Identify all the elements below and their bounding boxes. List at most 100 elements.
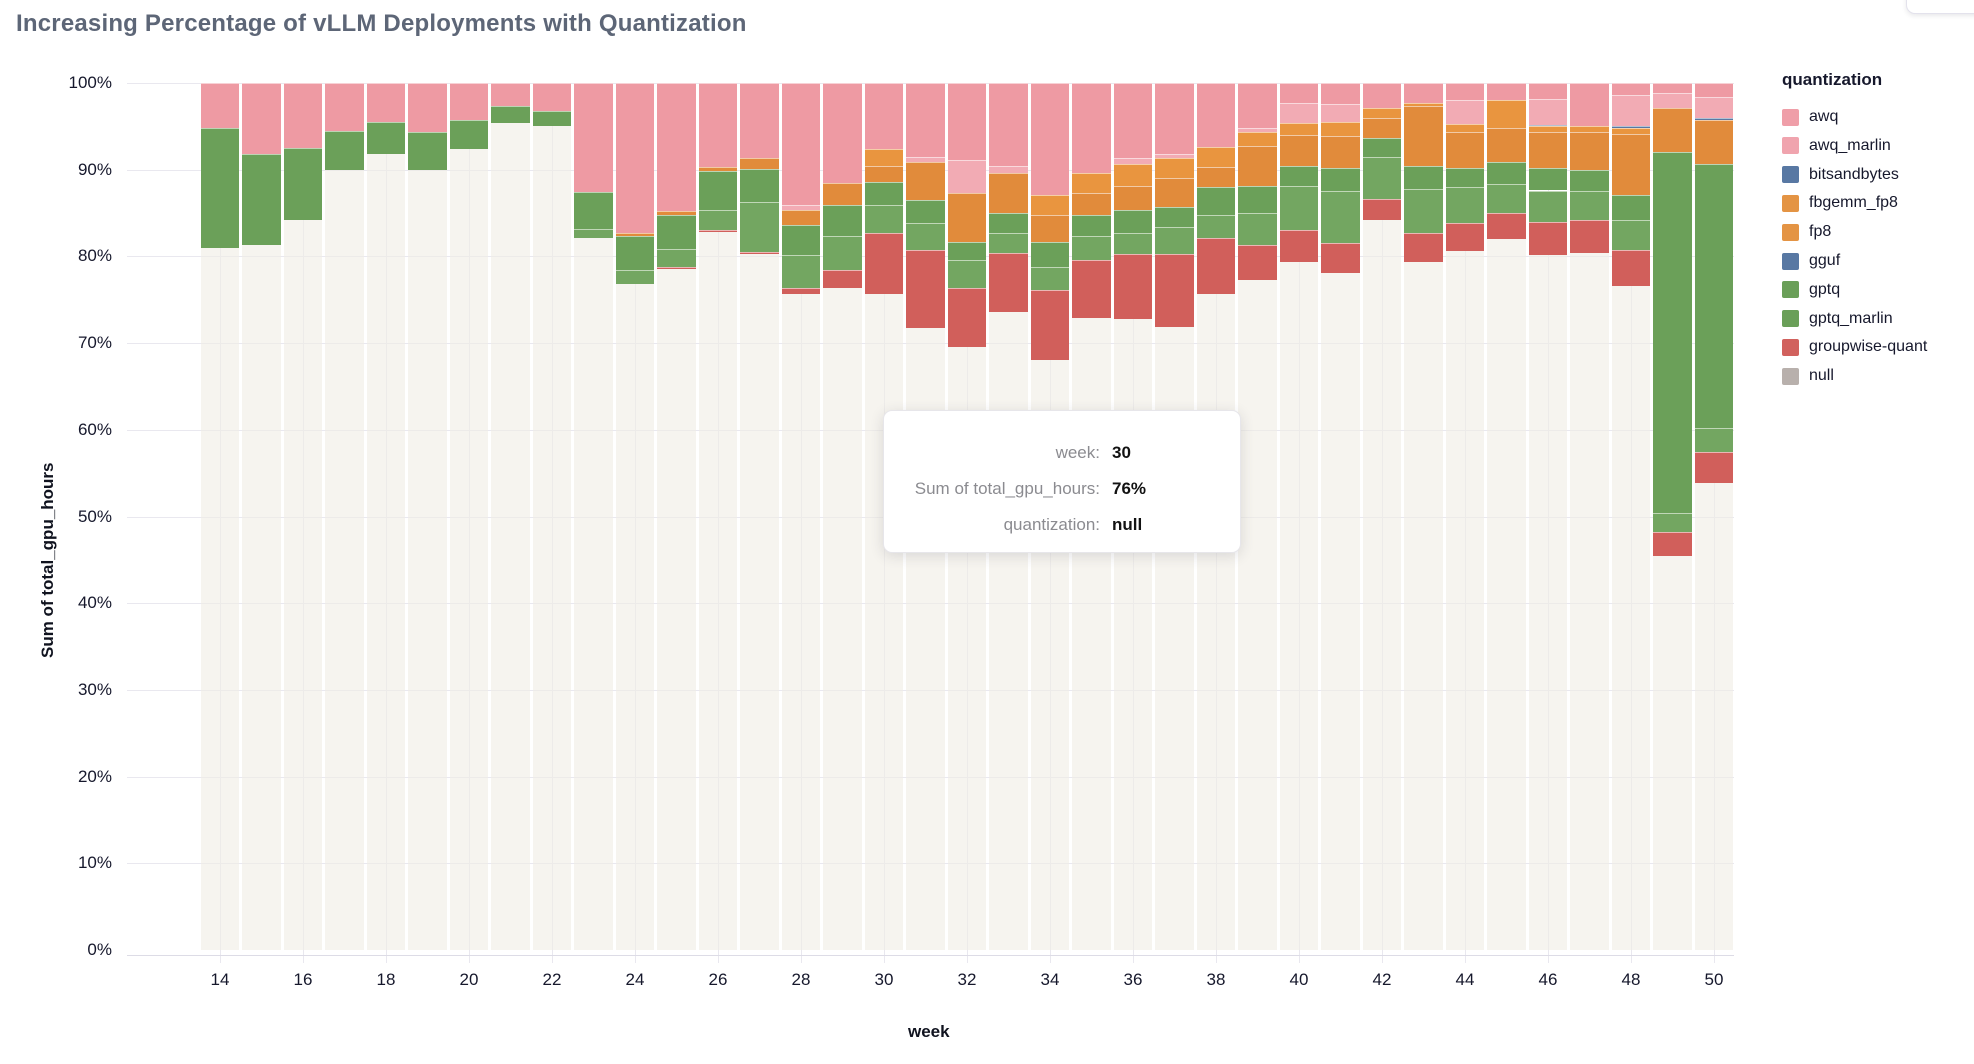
bar-segment-week48-awq[interactable] <box>1611 83 1651 96</box>
bar-segment-week22-awq[interactable] <box>532 83 572 111</box>
bar-segment-week40-null[interactable] <box>1279 262 1319 950</box>
bar-segment-week50-gptq[interactable] <box>1694 163 1734 429</box>
bar-segment-week25-gptq_marlin[interactable] <box>657 248 696 267</box>
bar-segment-week43-null[interactable] <box>1404 262 1443 950</box>
bar-segment-week37-fp8[interactable] <box>1155 178 1194 207</box>
bar-segment-week37-gptq_marlin[interactable] <box>1155 226 1194 254</box>
bar-segment-week50-null[interactable] <box>1694 482 1734 950</box>
bar-segment-week27-awq[interactable] <box>740 83 779 158</box>
bar-segment-week41-awq_marlin[interactable] <box>1321 103 1360 122</box>
bar-segment-week49-null[interactable] <box>1653 556 1692 950</box>
bar-segment-week29-gptq_marlin[interactable] <box>823 236 862 271</box>
bar-segment-week39-awq[interactable] <box>1238 83 1277 129</box>
bar-segment-week34-fbgemm_fp8[interactable] <box>1030 194 1070 215</box>
bar-segment-week19-awq[interactable] <box>408 83 447 132</box>
bar-segment-week28-null[interactable] <box>781 293 821 950</box>
bar-segment-week19-null[interactable] <box>408 169 447 950</box>
bar-segment-week46-groupwise-quant[interactable] <box>1528 221 1568 255</box>
bar-segment-week14-awq[interactable] <box>200 83 240 129</box>
bar-segment-week41-gptq[interactable] <box>1321 167 1360 192</box>
bar-segment-week23-null[interactable] <box>574 238 613 950</box>
bar-segment-week36-awq[interactable] <box>1113 83 1153 159</box>
bar-segment-week44-awq_marlin[interactable] <box>1445 100 1485 124</box>
legend-item-bitsandbytes[interactable]: bitsandbytes <box>1782 166 1899 184</box>
bar-segment-week43-gptq_marlin[interactable] <box>1404 188 1443 233</box>
bar-segment-week24-awq[interactable] <box>615 83 655 233</box>
bar-segment-week46-null[interactable] <box>1528 254 1568 950</box>
bar-segment-week30-groupwise-quant[interactable] <box>864 232 904 294</box>
bar-segment-week32-groupwise-quant[interactable] <box>947 288 987 348</box>
bar-segment-week41-null[interactable] <box>1321 272 1360 950</box>
bar-segment-week26-fp8[interactable] <box>698 167 738 171</box>
bar-segment-week27-gptq_marlin[interactable] <box>740 201 779 253</box>
bar-segment-week37-awq[interactable] <box>1155 83 1194 155</box>
bar-segment-week36-awq_marlin[interactable] <box>1113 158 1153 164</box>
bar-segment-week26-gptq_marlin[interactable] <box>698 209 738 231</box>
bar-segment-week25-null[interactable] <box>657 269 696 950</box>
bar-segment-week25-groupwise-quant[interactable] <box>657 266 696 270</box>
bar-segment-week35-fbgemm_fp8[interactable] <box>1072 173 1111 194</box>
bar-segment-week39-gptq_marlin[interactable] <box>1238 213 1277 246</box>
bar-segment-week38-fbgemm_fp8[interactable] <box>1196 147 1236 168</box>
bar-segment-week32-fp8[interactable] <box>947 193 987 242</box>
bar-segment-week47-gptq[interactable] <box>1570 169 1609 192</box>
bar-segment-week47-null[interactable] <box>1570 252 1609 950</box>
bar-segment-week32-awq[interactable] <box>947 83 987 161</box>
bar-segment-week17-null[interactable] <box>325 169 364 950</box>
bar-segment-week21-null[interactable] <box>491 122 530 950</box>
bar-segment-week29-groupwise-quant[interactable] <box>823 270 862 288</box>
bar-segment-week38-awq[interactable] <box>1196 83 1236 148</box>
bar-segment-week18-gptq[interactable] <box>366 122 406 155</box>
bar-segment-week35-gptq_marlin[interactable] <box>1072 236 1111 260</box>
bar-segment-week14-gptq[interactable] <box>200 128 240 248</box>
bar-segment-week32-gptq[interactable] <box>947 241 987 260</box>
bar-segment-week50-bitsandbytes[interactable] <box>1694 117 1734 121</box>
bar-segment-week47-awq[interactable] <box>1570 83 1609 127</box>
bar-segment-week21-gptq[interactable] <box>491 106 530 123</box>
bar-segment-week23-awq[interactable] <box>574 83 613 193</box>
bar-segment-week31-gptq_marlin[interactable] <box>906 223 945 251</box>
bar-segment-week30-gptq[interactable] <box>864 181 904 206</box>
bar-segment-week48-gptq[interactable] <box>1611 194 1651 220</box>
bar-segment-week35-fp8[interactable] <box>1072 193 1111 215</box>
bar-segment-week32-awq_marlin[interactable] <box>947 160 987 194</box>
bar-segment-week48-awq_marlin[interactable] <box>1611 95 1651 127</box>
legend-item-awq_marlin[interactable]: awq_marlin <box>1782 137 1891 155</box>
bar-segment-week35-awq[interactable] <box>1072 83 1111 174</box>
bar-segment-week46-gptq[interactable] <box>1528 167 1568 191</box>
bar-segment-week47-fbgemm_fp8[interactable] <box>1570 126 1609 132</box>
bar-segment-week39-gptq[interactable] <box>1238 186 1277 214</box>
bar-segment-week40-fp8[interactable] <box>1279 135 1319 167</box>
bar-segment-week49-awq[interactable] <box>1653 83 1692 94</box>
bar-segment-week48-null[interactable] <box>1611 285 1651 950</box>
bar-segment-week29-awq[interactable] <box>823 83 862 183</box>
bar-segment-week28-awq_marlin[interactable] <box>781 205 821 211</box>
bar-segment-week48-groupwise-quant[interactable] <box>1611 250 1651 286</box>
bar-segment-week28-gptq[interactable] <box>781 225 821 255</box>
bar-segment-week48-gptq_marlin[interactable] <box>1611 219 1651 251</box>
bar-segment-week41-gptq_marlin[interactable] <box>1321 191 1360 243</box>
legend-item-awq[interactable]: awq <box>1782 108 1838 126</box>
bar-segment-week16-null[interactable] <box>283 219 323 950</box>
bar-segment-week36-gptq[interactable] <box>1113 210 1153 233</box>
bar-segment-week43-groupwise-quant[interactable] <box>1404 232 1443 263</box>
bar-segment-week48-fbgemm_fp8[interactable] <box>1611 128 1651 135</box>
bar-segment-week35-gptq[interactable] <box>1072 214 1111 237</box>
bar-segment-week30-null[interactable] <box>864 293 904 950</box>
bar-segment-week48-fp8[interactable] <box>1611 134 1651 195</box>
bar-segment-week45-gptq_marlin[interactable] <box>1487 183 1526 214</box>
bar-segment-week45-gptq[interactable] <box>1487 161 1526 184</box>
bar-segment-week40-gptq_marlin[interactable] <box>1279 186 1319 231</box>
bar-segment-week37-groupwise-quant[interactable] <box>1155 253 1194 328</box>
bar-segment-week30-awq[interactable] <box>864 83 904 149</box>
bar-segment-week18-null[interactable] <box>366 154 406 950</box>
bar-segment-week23-gptq[interactable] <box>574 192 613 229</box>
bar-segment-week38-gptq_marlin[interactable] <box>1196 214 1236 239</box>
bar-segment-week41-fbgemm_fp8[interactable] <box>1321 122 1360 136</box>
bar-segment-week20-awq[interactable] <box>449 83 489 121</box>
bar-segment-week29-null[interactable] <box>823 287 862 950</box>
bar-segment-week33-gptq_marlin[interactable] <box>989 232 1028 253</box>
bar-segment-week45-null[interactable] <box>1487 239 1526 950</box>
bar-segment-week31-awq_marlin[interactable] <box>906 156 945 162</box>
bar-segment-week50-gptq_marlin[interactable] <box>1694 428 1734 453</box>
